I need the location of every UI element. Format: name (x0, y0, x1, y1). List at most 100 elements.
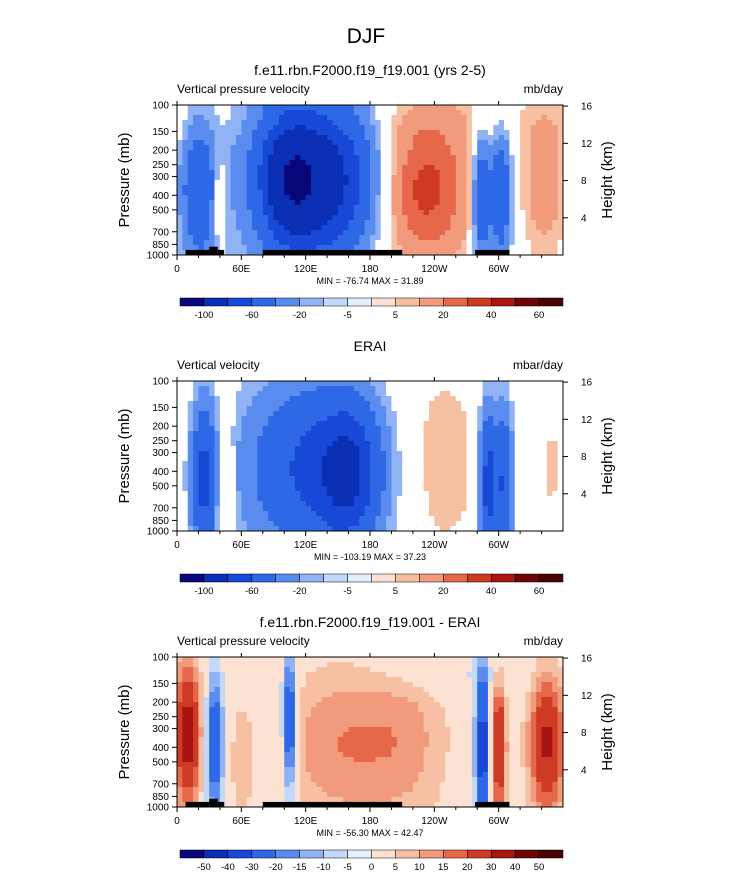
contour-cell (321, 481, 328, 487)
contour-cell (520, 526, 526, 532)
contour-cell (241, 185, 248, 191)
contour-cell (241, 150, 248, 156)
contour-cell (364, 130, 371, 136)
contour-cell (353, 511, 360, 517)
contour-cell (477, 215, 483, 221)
contour-cell (375, 451, 382, 457)
contour-cell (268, 205, 274, 211)
contour-cell (273, 145, 280, 151)
contour-cell (273, 521, 280, 527)
contour-cell (305, 526, 312, 532)
contour-cell (300, 491, 307, 497)
contour-cell (364, 441, 371, 447)
contour-cell (225, 672, 232, 678)
contour-cell (412, 521, 419, 527)
contour-cell (375, 456, 382, 462)
contour-cell (466, 160, 473, 166)
contour-cell (235, 235, 242, 241)
contour-cell (391, 150, 398, 156)
contour-cell (182, 496, 189, 502)
contour-cell (203, 130, 210, 136)
contour-cell (482, 185, 489, 191)
contour-cell (193, 391, 199, 397)
contour-cell (557, 381, 564, 387)
contour-cell (407, 501, 414, 507)
contour-cell (289, 200, 296, 206)
contour-cell (455, 145, 462, 151)
contour-cell (311, 170, 317, 176)
contour-cell (402, 230, 408, 236)
contour-cell (466, 145, 473, 151)
y-tick-label: 100 (152, 377, 169, 388)
contour-cell (434, 521, 441, 527)
contour-cell (520, 431, 526, 437)
contour-cell (461, 406, 467, 412)
contour-cell (209, 195, 215, 201)
contour-cell (482, 672, 489, 678)
contour-cell (257, 526, 264, 532)
contour-cell (182, 466, 189, 472)
contour-cell (546, 225, 553, 231)
contour-cell (461, 225, 467, 231)
contour-cell (246, 110, 253, 116)
contour-cell (434, 165, 441, 171)
contour-cell (428, 215, 435, 221)
contour-cell (332, 180, 339, 186)
contour-cell (370, 416, 376, 422)
contour-cell (412, 195, 419, 201)
contour-cell (268, 401, 274, 407)
contour-cell (428, 225, 435, 231)
contour-cell (552, 491, 559, 497)
contour-cell (461, 441, 467, 447)
contour-cell (423, 215, 430, 221)
contour-cell (509, 145, 516, 151)
contour-cell (536, 381, 542, 387)
contour-cell (557, 145, 564, 151)
contour-cell (498, 396, 505, 402)
contour-cell (209, 421, 215, 427)
contour-cell (375, 476, 382, 482)
contour-cell (246, 471, 253, 477)
contour-cell (262, 401, 269, 407)
contour-cell (321, 185, 328, 191)
contour-cell (187, 175, 194, 181)
contour-cell (530, 130, 537, 136)
contour-cell (364, 135, 371, 141)
contour-cell (498, 466, 505, 472)
contour-cell (525, 416, 532, 422)
contour-cell (241, 406, 248, 412)
contour-cell (530, 667, 537, 673)
contour-cell (498, 185, 505, 191)
contour-cell (471, 245, 478, 251)
contour-cell (557, 441, 564, 447)
contour-cell (193, 135, 199, 141)
contour-cell (407, 165, 414, 171)
contour-cell (214, 516, 221, 522)
contour-cell (386, 662, 392, 668)
contour-cell (412, 461, 419, 467)
contour-cell (412, 175, 419, 181)
contour-cell (327, 687, 333, 693)
contour-cell (193, 195, 199, 201)
contour-cell (182, 431, 189, 437)
contour-cell (230, 491, 237, 497)
contour-cell (230, 155, 237, 161)
contour-cell (327, 436, 333, 442)
contour-cell (203, 175, 210, 181)
contour-cell (471, 110, 478, 116)
contour-cell (246, 135, 253, 141)
contour-cell (445, 155, 451, 161)
contour-cell (273, 391, 280, 397)
contour-cell (257, 677, 264, 683)
contour-cell (455, 115, 462, 121)
contour-cell (520, 240, 526, 246)
contour-cell (493, 476, 500, 482)
contour-cell (370, 170, 376, 176)
contour-cell (461, 140, 467, 146)
contour-cell (241, 391, 248, 397)
contour-cell (268, 135, 274, 141)
contour-cell (439, 155, 446, 161)
contour-cell (252, 421, 258, 427)
contour-cell (353, 381, 360, 387)
contour-cell (321, 662, 328, 668)
